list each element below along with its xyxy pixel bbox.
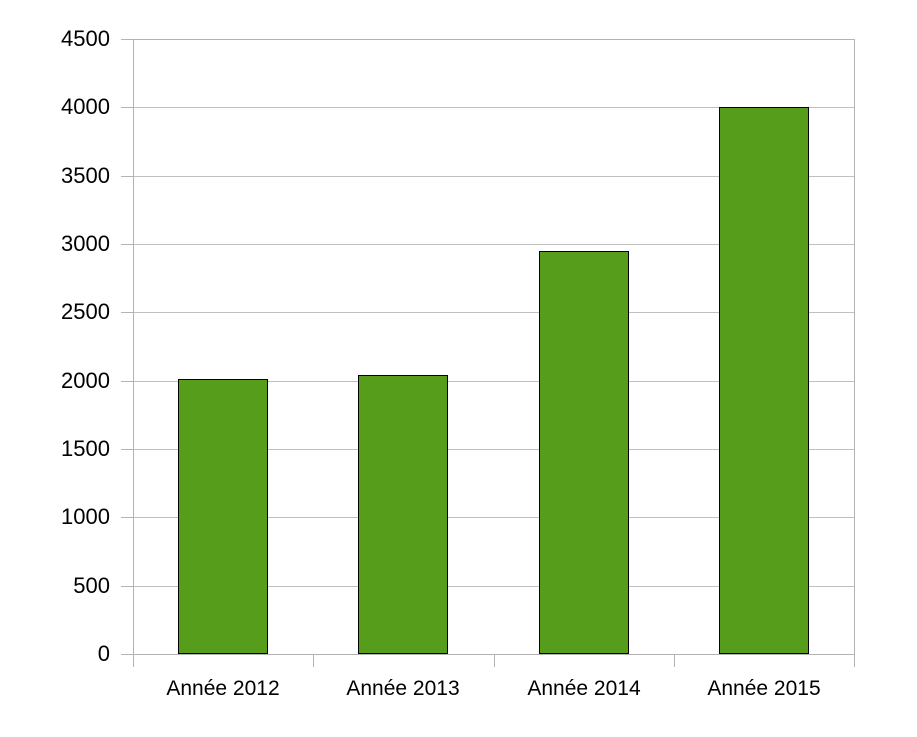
x-category-label: Année 2012 — [166, 677, 280, 700]
bar-annee-2012 — [178, 379, 268, 654]
y-tick-label: 2000 — [61, 368, 110, 393]
y-axis-tick — [121, 654, 133, 655]
x-axis-tick — [854, 654, 855, 667]
bar-annee-2015 — [719, 107, 809, 654]
x-axis-tick — [133, 654, 134, 667]
y-grid-line — [133, 176, 854, 177]
bar-annee-2013 — [358, 375, 448, 654]
y-tick-label: 1000 — [61, 504, 110, 529]
y-tick-label: 4000 — [61, 94, 110, 119]
y-axis-tick — [121, 586, 133, 587]
y-tick-label: 3500 — [61, 163, 110, 188]
y-grid-line — [133, 381, 854, 382]
y-axis-tick — [121, 517, 133, 518]
x-axis-tick — [313, 654, 314, 667]
bar-annee-2014 — [539, 251, 629, 654]
y-axis-tick — [121, 39, 133, 40]
x-category-label: Année 2014 — [527, 677, 641, 700]
x-axis-tick — [494, 654, 495, 667]
y-tick-label: 500 — [73, 573, 110, 598]
y-axis-line — [133, 39, 134, 655]
x-category-label: Année 2015 — [707, 677, 821, 700]
y-tick-label: 1500 — [61, 436, 110, 461]
y-axis-tick — [121, 107, 133, 108]
y-grid-line — [133, 312, 854, 313]
x-category-label: Année 2013 — [346, 677, 460, 700]
y-grid-line — [133, 586, 854, 587]
y-grid-line — [133, 107, 854, 108]
y-axis-tick — [121, 176, 133, 177]
y-grid-line — [133, 517, 854, 518]
y-axis-tick — [121, 312, 133, 313]
y-axis-tick — [121, 449, 133, 450]
plot-border-top — [133, 39, 855, 40]
y-tick-label: 2500 — [61, 299, 110, 324]
plot-border-right — [854, 39, 855, 655]
y-grid-line — [133, 449, 854, 450]
y-axis-tick — [121, 381, 133, 382]
y-tick-label: 0 — [97, 641, 110, 666]
y-grid-line — [133, 244, 854, 245]
y-tick-label: 4500 — [61, 26, 110, 51]
y-axis-tick — [121, 244, 133, 245]
x-axis-tick — [674, 654, 675, 667]
y-tick-label: 3000 — [61, 231, 110, 256]
